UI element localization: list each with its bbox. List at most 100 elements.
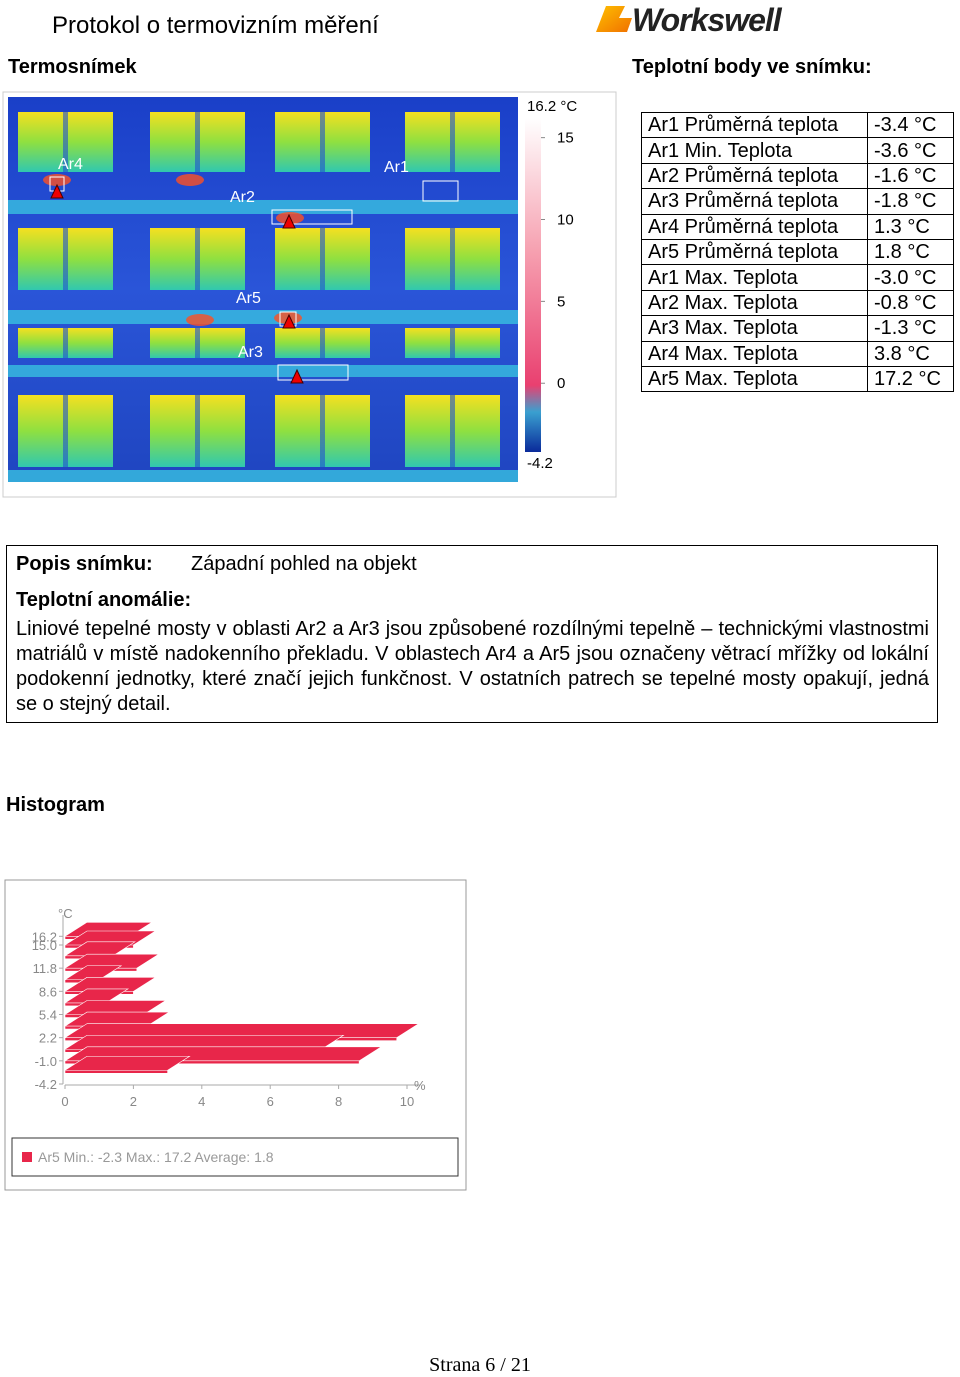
color-scale bbox=[525, 118, 541, 452]
value-cell: 1.3 °C bbox=[867, 213, 954, 240]
x-tick-label: 4 bbox=[198, 1094, 205, 1109]
value-cell: 1.8 °C bbox=[867, 238, 954, 266]
y-tick-label: 16.2 bbox=[32, 929, 57, 944]
window-frame bbox=[320, 228, 325, 290]
area-label: Ar4 bbox=[58, 156, 83, 173]
thermal-image: Ar4 Ar2 Ar1 Ar5 Ar3 bbox=[8, 97, 518, 482]
window-frame bbox=[195, 228, 200, 290]
y-tick-label: 11.8 bbox=[33, 961, 57, 976]
logo-text: Workswell bbox=[632, 2, 782, 38]
area-box bbox=[277, 364, 349, 381]
area-label: Ar3 bbox=[238, 344, 263, 361]
y-tick-label: 15.0 bbox=[32, 938, 57, 953]
value-cell: -1.6 °C bbox=[867, 162, 954, 190]
histogram-plot: 16.215.0 11.8 8.6 5.4 2.2 -1.0 -4.2 0 2 4 6 8 10 °C% A… bbox=[22, 906, 426, 1165]
window-frame bbox=[63, 395, 68, 467]
name-cell: Ar5 Max. Teplota bbox=[641, 365, 868, 393]
value-cell: -3.6 °C bbox=[867, 137, 954, 164]
scale-tick-label: 10 bbox=[557, 212, 574, 229]
floor-band bbox=[8, 200, 518, 214]
name-cell: Ar5 Průměrná teplota bbox=[641, 238, 868, 266]
x-tick-label: 6 bbox=[267, 1094, 274, 1109]
legend-swatch bbox=[22, 1152, 32, 1162]
hotspot bbox=[176, 174, 204, 186]
y-tick-label: 8.6 bbox=[39, 984, 57, 999]
window-frame bbox=[450, 112, 455, 172]
description-box: Popis snímku: Západní pohled na objekt T… bbox=[6, 545, 938, 723]
window-frame bbox=[450, 395, 455, 467]
window-frame bbox=[195, 328, 200, 358]
value-cell: -1.3 °C bbox=[867, 315, 954, 342]
window-frame bbox=[450, 328, 455, 358]
scale-max-label: 16.2 °C bbox=[527, 98, 577, 115]
scale-tick-label: 5 bbox=[557, 293, 565, 310]
y-tick-label: -1.0 bbox=[35, 1054, 57, 1069]
area-box bbox=[422, 180, 459, 202]
x-tick-label: 2 bbox=[130, 1094, 137, 1109]
name-cell: Ar1 Průměrná teplota bbox=[641, 111, 868, 139]
table-row: Ar4 Max. Teplota 3.8 °C bbox=[641, 340, 954, 367]
table-row: Ar1 Průměrná teplota -3.4 °C bbox=[641, 111, 954, 139]
table-row: Ar2 Max. Teplota -0.8 °C bbox=[641, 289, 954, 317]
area-label: Ar5 bbox=[236, 290, 261, 307]
value-cell: 3.8 °C bbox=[867, 340, 954, 367]
name-cell: Ar4 Max. Teplota bbox=[641, 340, 868, 367]
y-tick-label: 2.2 bbox=[39, 1031, 57, 1046]
y-tick-label: 5.4 bbox=[39, 1007, 57, 1022]
section-heading: Teplotní body ve snímku: bbox=[632, 56, 872, 78]
floor-band bbox=[8, 365, 518, 377]
window-frame bbox=[63, 328, 68, 358]
paragraph: Liniové tepelné mosty v oblasti Ar2 a Ar… bbox=[16, 618, 929, 715]
scale-min-label: -4.2 bbox=[527, 455, 553, 472]
name-cell: Ar2 Průměrná teplota bbox=[641, 162, 868, 190]
name-cell: Ar2 Max. Teplota bbox=[641, 289, 868, 317]
label: Teplotní anomálie: bbox=[16, 589, 192, 611]
section-heading: Termosnímek bbox=[8, 56, 137, 78]
area-box bbox=[271, 209, 353, 225]
footer: Strana 6 / 21 bbox=[429, 1354, 531, 1376]
marker bbox=[282, 213, 296, 229]
window-frame bbox=[195, 395, 200, 467]
points-table: Ar1 Průměrná teplota -3.4 °C Ar1 Min. Tepl… bbox=[641, 111, 954, 393]
area-label: Ar1 bbox=[384, 159, 409, 176]
window-frame bbox=[320, 112, 325, 172]
window-frame bbox=[450, 228, 455, 290]
marker bbox=[282, 313, 296, 329]
floor-band bbox=[8, 310, 518, 324]
name-cell: Ar1 Min. Teplota bbox=[641, 137, 868, 164]
area-label: Ar2 bbox=[230, 189, 255, 206]
window-frame bbox=[320, 395, 325, 467]
legend-box bbox=[11, 1137, 459, 1177]
value-cell: -0.8 °C bbox=[867, 289, 954, 317]
value-cell: -3.0 °C bbox=[867, 264, 954, 291]
table-row: Ar5 Max. Teplota 17.2 °C bbox=[641, 365, 954, 393]
legend-text: Ar5 Min.: -2.3 Max.: 17.2 Average: 1.8 bbox=[38, 1149, 274, 1165]
page-title: Protokol o termovizním měření bbox=[52, 12, 379, 39]
floor-band bbox=[8, 470, 518, 482]
x-unit: % bbox=[414, 1078, 426, 1093]
table-row: Ar3 Průměrná teplota -1.8 °C bbox=[641, 188, 954, 215]
logo-icon bbox=[596, 6, 632, 32]
scale-tick-label: 0 bbox=[557, 375, 565, 392]
table-row: Ar5 Průměrná teplota 1.8 °C bbox=[641, 238, 954, 266]
table-row: Ar2 Průměrná teplota -1.6 °C bbox=[641, 162, 954, 190]
histogram-bar bbox=[63, 1055, 191, 1074]
name-cell: Ar4 Průměrná teplota bbox=[641, 213, 868, 240]
name-cell: Ar3 Max. Teplota bbox=[641, 315, 868, 342]
x-tick-label: 10 bbox=[400, 1094, 414, 1109]
marker bbox=[50, 183, 64, 199]
section-heading: Histogram bbox=[6, 794, 105, 816]
y-tick-label: -4.2 bbox=[35, 1077, 57, 1092]
table-row: Ar3 Max. Teplota -1.3 °C bbox=[641, 315, 954, 342]
label: Popis snímku: bbox=[16, 553, 153, 575]
value-cell: -3.4 °C bbox=[867, 111, 954, 139]
y-unit: °C bbox=[58, 906, 73, 921]
value-cell: -1.8 °C bbox=[867, 188, 954, 215]
marker bbox=[290, 368, 304, 384]
name-cell: Ar3 Průměrná teplota bbox=[641, 188, 868, 215]
table-row: Ar1 Max. Teplota -3.0 °C bbox=[641, 264, 954, 291]
name-cell: Ar1 Max. Teplota bbox=[641, 264, 868, 291]
x-tick-label: 8 bbox=[335, 1094, 342, 1109]
window-frame bbox=[63, 112, 68, 172]
